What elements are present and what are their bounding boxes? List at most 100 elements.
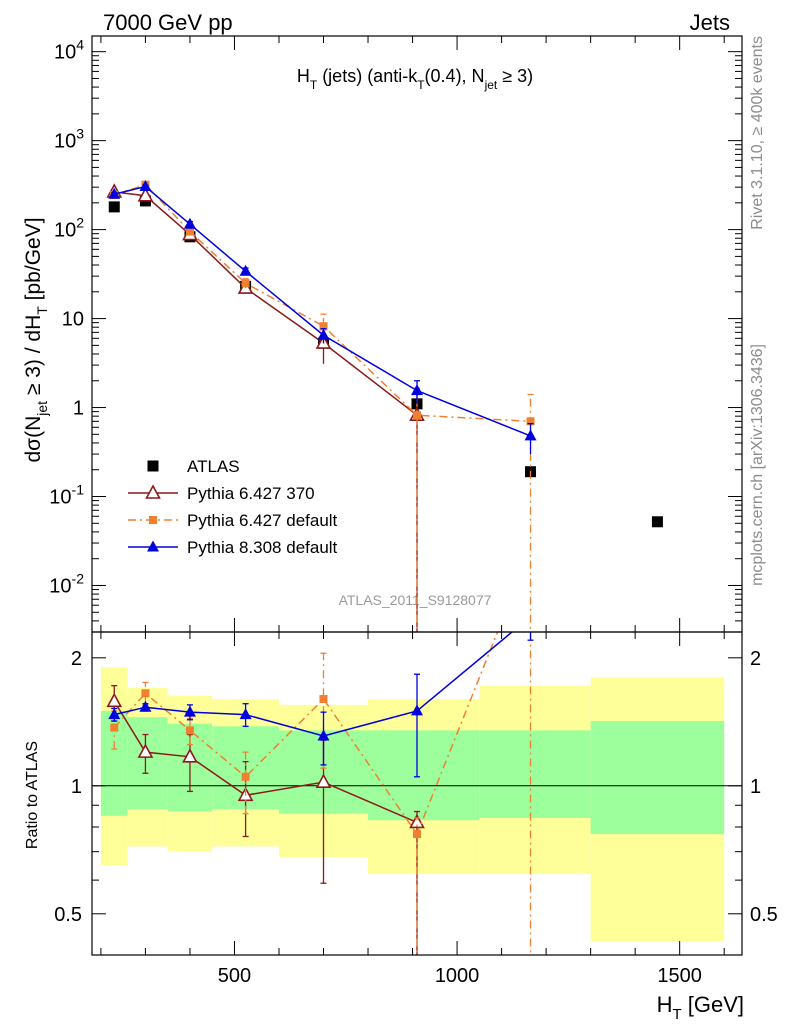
series-2 (110, 180, 535, 632)
ratio-point (411, 704, 423, 716)
legend-label: Pythia 8.308 default (187, 538, 338, 557)
mcplots-label: mcplots.cern.ch [arXiv:1306.3436] (749, 344, 766, 586)
ratio-line (113, 700, 418, 824)
x-tick-label: 1500 (657, 965, 702, 987)
ratio-point (106, 692, 123, 708)
ratio-ylabel: Ratio to ATLAS (24, 741, 41, 849)
ratio-point (241, 772, 250, 781)
ratio-point (315, 773, 332, 788)
data-point (108, 201, 120, 213)
rivet-label: Rivet 3.1.10, ≥ 400k events (749, 36, 766, 230)
analysis-id: ATLAS_2011_S9128077 (339, 592, 492, 608)
tick-exp: -1 (72, 482, 85, 498)
legend-item-1: Pythia 6.427 370 (128, 484, 315, 503)
data-point (413, 411, 421, 420)
x-tick-label: 500 (218, 965, 251, 987)
ylabel-c: [pb/GeV] (22, 217, 45, 306)
header-right: Jets (690, 10, 730, 35)
ratio-series (106, 632, 534, 955)
title-n-sub: jet (484, 78, 498, 92)
data-point (137, 187, 154, 202)
ratio-point (317, 729, 330, 741)
ratio-y-tick-label-left: 2 (71, 648, 82, 670)
main-y-tick-label: 104 (54, 37, 84, 64)
xlabel-t-sub: T (672, 1006, 681, 1023)
main-title: HT (jets) (anti-kT(0.4), Njet ≥ 3) (297, 66, 533, 92)
tick-base: 10 (49, 575, 71, 597)
ratio-point (239, 708, 252, 720)
ratio-point (137, 743, 154, 758)
ratio-point (413, 830, 421, 839)
ratio-frame (91, 631, 743, 956)
legend-label: ATLAS (187, 457, 240, 476)
main-series (106, 180, 663, 632)
ratio-y-tick-label-right: 2 (750, 648, 761, 670)
data-point (139, 180, 152, 192)
main-y-tick-label: 10-1 (49, 482, 84, 509)
data-point (317, 328, 330, 340)
series-line (114, 183, 531, 423)
tick-exp: -2 (72, 570, 85, 586)
tick-exp: 4 (76, 37, 84, 53)
title-h: H (297, 66, 310, 86)
ratio-point (139, 700, 152, 712)
band-green (479, 730, 591, 818)
main-y-tick-label: 1 (73, 398, 84, 420)
legend-marker (149, 516, 157, 524)
data-point (241, 279, 250, 288)
band-green (368, 730, 480, 821)
ratio-y-tick-label-right: 0.5 (750, 904, 778, 926)
ylabel-a: dσ(N (22, 416, 45, 463)
data-point (185, 227, 194, 236)
data-point (526, 417, 535, 426)
xlabel-h: H (657, 992, 673, 1017)
data-point (183, 217, 196, 229)
ratio-point (141, 689, 150, 698)
ratio-point (110, 723, 119, 732)
legend-label: Pythia 6.427 370 (187, 484, 315, 503)
x-tick-label: 1000 (435, 965, 480, 987)
series-line (114, 191, 418, 416)
series-1 (106, 183, 425, 632)
ratio-point (185, 726, 194, 735)
tick-base: 10 (54, 42, 76, 64)
main-y-tick-label: 102 (54, 215, 84, 242)
main-y-tick-label: 10-2 (49, 570, 84, 597)
legend-marker (147, 460, 159, 472)
data-point (524, 429, 537, 441)
ratio-point (182, 748, 198, 763)
legend-item-0: ATLAS (147, 457, 240, 476)
title-h-sub: T (310, 78, 318, 92)
series-0 (108, 195, 663, 528)
ratio-y-tick-label-left: 1 (71, 776, 82, 798)
ylabel-jet-sub: jet (34, 401, 50, 417)
tick-exp: 2 (76, 215, 84, 231)
ratio-point (409, 813, 425, 829)
ylabel-b: ≥ 3) / dH (22, 315, 45, 401)
legend: ATLAS Pythia 6.427 370 Pythia 6.427 defaul… (128, 457, 338, 557)
xlabel-unit: [GeV] (682, 992, 744, 1017)
legend-marker (145, 484, 161, 499)
data-point (651, 516, 663, 528)
ratio-y-tick-label-right: 1 (750, 776, 761, 798)
tick-base: 10 (49, 487, 71, 509)
ratio-series-2 (108, 632, 534, 778)
main-y-tick-label: 103 (54, 126, 84, 153)
main-ylabel: dσ(Njet ≥ 3) / dHT [pb/GeV] (22, 217, 50, 462)
main-y-tick-label: 10 (62, 309, 84, 331)
tick-base: 10 (54, 220, 76, 242)
legend-label: Pythia 6.427 default (187, 511, 338, 530)
data-point (411, 384, 423, 396)
header-left: 7000 GeV pp (103, 10, 233, 35)
title-end: ≥ 3) (497, 66, 533, 86)
tick-base: 10 (54, 131, 76, 153)
ratio-y-tick-label-left: 0.5 (54, 904, 82, 926)
tick-exp: 3 (76, 126, 84, 142)
ratio-point (108, 708, 121, 720)
title-k-sub: T (417, 78, 425, 92)
ratio-point (319, 695, 328, 704)
data-point (319, 322, 328, 331)
series-3 (108, 180, 537, 455)
